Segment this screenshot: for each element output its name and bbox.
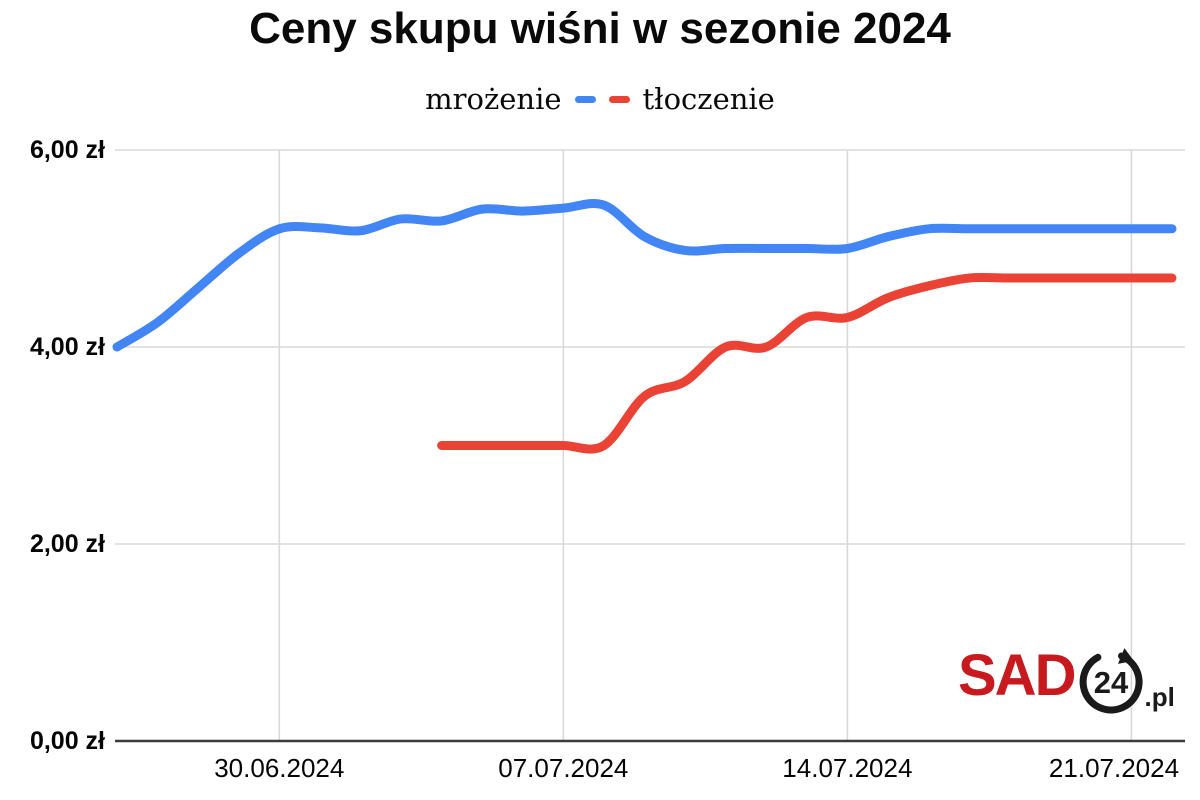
x-tick-label: 30.06.2024 [214, 753, 345, 783]
y-tick-label: 4,00 zł [29, 333, 105, 361]
legend-dash-blue-icon [574, 95, 596, 103]
x-tick-label: 21.07.2024 [1048, 753, 1180, 783]
legend-dash-red-icon [608, 95, 630, 103]
series-line-mrozenie [112, 198, 1177, 352]
legend-label-mrozenie: mrożenie [425, 82, 562, 116]
chart-series-lines [112, 198, 1177, 454]
logo-text-pl: .pl [1144, 682, 1175, 712]
sad24-logo: SAD 24 .pl [958, 640, 1175, 716]
chart-legend: mrożenie tłoczenie [0, 82, 1200, 116]
x-tick-label: 07.07.2024 [498, 753, 629, 783]
x-tick-label: 14.07.2024 [782, 753, 913, 783]
series-line-tloczenie [437, 272, 1177, 454]
y-tick-label: 2,00 zł [29, 530, 105, 558]
logo-badge-number: 24 [1094, 665, 1129, 700]
chart-title: Ceny skupu wiśni w sezonie 2024 [249, 4, 951, 53]
y-tick-label: 6,00 zł [29, 136, 105, 164]
logo-circle-arrow-icon: 24 [1080, 648, 1144, 714]
legend-label-tloczenie: tłoczenie [642, 82, 775, 116]
y-tick-label: 0,00 zł [29, 727, 105, 755]
logo-text-sad: SAD [958, 643, 1076, 708]
